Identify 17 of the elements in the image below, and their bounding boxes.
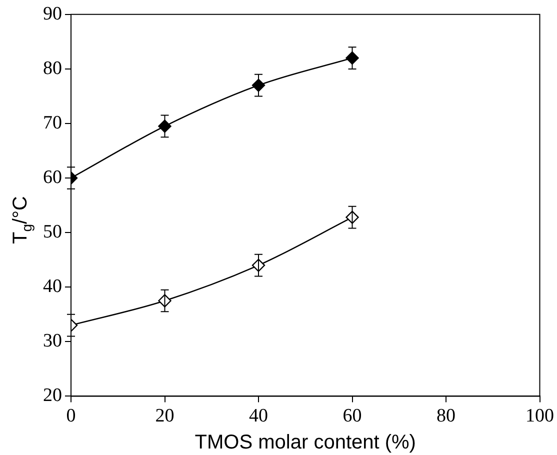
x-tick-label: 20 xyxy=(155,406,174,427)
y-tick-label: 40 xyxy=(43,276,62,298)
x-tick-label: 100 xyxy=(526,406,554,427)
y-tick-label: 50 xyxy=(43,222,62,243)
x-tick-label: 40 xyxy=(249,406,268,427)
x-tick-label: 0 xyxy=(66,406,76,427)
point xyxy=(346,51,359,65)
y-tick-label: 70 xyxy=(43,112,62,134)
y-tick-label: 30 xyxy=(43,330,62,352)
x-axis-title: TMOS molar content (%) xyxy=(194,432,416,454)
x-tick-label: 60 xyxy=(342,406,362,427)
point xyxy=(252,78,266,92)
y-tick-label: 80 xyxy=(43,58,62,79)
y-tick-label: 20 xyxy=(43,385,62,406)
y-tick-label: 90 xyxy=(43,3,62,24)
x-tick-label: 80 xyxy=(436,406,456,427)
y-tick-label: 60 xyxy=(43,167,62,188)
